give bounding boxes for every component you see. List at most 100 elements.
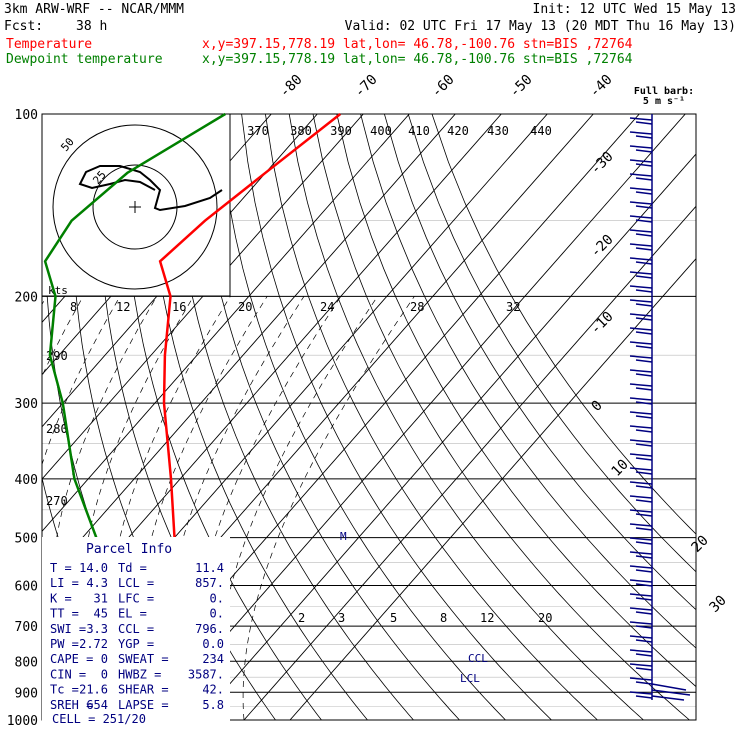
dewpoint-info: x,y=397.15,778.19 lat,lon= 46.78,-100.76… (202, 52, 633, 67)
parcel-label: LCL = (118, 576, 154, 590)
wind-barb (629, 271, 653, 279)
dry-adiabat (145, 114, 368, 720)
wind-barb (629, 355, 653, 363)
temperature-axis-label: -20 (588, 232, 617, 261)
wind-barb (629, 593, 653, 601)
temperature-axis-label: -10 (588, 309, 617, 338)
wind-barb (629, 523, 653, 531)
barb-unit: 5 m s⁻¹ (643, 96, 685, 107)
parcel-info-title: Parcel Info (86, 542, 172, 557)
parcel-value: 0 (101, 652, 108, 666)
wind-barb (629, 579, 653, 587)
wind-barb (629, 481, 653, 489)
wind-barb (629, 565, 653, 573)
parcel-value: 0. (210, 591, 224, 605)
parcel-rows: T = 14.0 Td = 11.4 LI = 4.3 LCL = 857. K = 31 LFC … (50, 561, 224, 712)
theta-label: 430 (487, 124, 509, 138)
parcel-value: 0. (210, 607, 224, 621)
wind-barb (629, 691, 653, 699)
isotherm-line (42, 114, 410, 533)
wind-barb (629, 159, 653, 167)
wind-barb (629, 411, 653, 419)
wind-barb (629, 327, 653, 335)
hodograph-scale-label: 8 (70, 300, 77, 314)
wind-barb (629, 635, 653, 643)
hodograph-scale-label: 32 (506, 300, 520, 314)
temperature-axis-label: -70 (352, 72, 381, 101)
wind-barbs (629, 114, 691, 701)
theta-label: 400 (370, 124, 392, 138)
wind-barb (629, 383, 653, 391)
temperature-info: x,y=397.15,778.19 lat,lon= 46.78,-100.76… (202, 37, 633, 52)
temperature-legend: Temperature (6, 37, 92, 52)
wind-barb (629, 663, 653, 671)
wind-barb (629, 285, 653, 293)
fcst-label: Fcst: (4, 19, 43, 34)
wind-barb (629, 215, 653, 223)
theta-label: 420 (447, 124, 469, 138)
valid-line: Valid: 02 UTC Fri 17 May 13 (20 MDT Thu … (345, 19, 736, 34)
lcl-label: LCL (460, 672, 480, 685)
dry-adiabat (169, 114, 414, 720)
parcel-label: LI = (50, 576, 79, 590)
pressure-label: 800 (15, 655, 38, 670)
mixing-ratio-label: 5 (390, 611, 397, 625)
parcel-label: CIN = (50, 667, 86, 681)
dry-adiabat (241, 114, 552, 720)
hodograph-frame (41, 113, 231, 297)
parcel-value: 0.0 (202, 637, 224, 651)
parcel-label: TT = (50, 607, 79, 621)
parcel-value: 3587. (188, 667, 224, 681)
wind-barb (629, 537, 653, 545)
parcel-value: 5.8 (202, 698, 224, 712)
wind-barb (629, 439, 653, 447)
hodograph-scale-label: 16 (172, 300, 186, 314)
wind-barb (629, 145, 653, 153)
hodograph-units: kts (48, 284, 68, 297)
parcel-label: Tc = (50, 683, 79, 697)
temperature-axis-label: -30 (588, 149, 617, 178)
wind-barb (629, 201, 653, 209)
dry-adiabat (265, 114, 598, 720)
temperature-axis-label: -50 (507, 72, 536, 101)
wind-barb (629, 229, 653, 237)
parcel-label: Td = (118, 561, 147, 575)
parcel-label: LAPSE = (118, 698, 169, 712)
wind-barb (629, 369, 653, 377)
theta-label: 370 (247, 124, 269, 138)
title-line: 3km ARW-WRF -- NCAR/MMM (4, 2, 184, 17)
pressure-label: 300 (15, 397, 38, 412)
mixing-ratio-label: 8 (440, 611, 447, 625)
parcel-value: 3.3 (86, 622, 108, 636)
wind-barb (629, 509, 653, 517)
ccl-label: CCL (468, 652, 488, 665)
parcel-value: 21.6 (79, 683, 108, 697)
parcel-label: EL = (118, 607, 147, 621)
parcel-label: SWEAT = (118, 652, 169, 666)
dry-adiabat (217, 114, 506, 720)
temperature-axis-label: 20 (689, 533, 712, 556)
dry-adiabat (288, 114, 644, 720)
dry-adiabat-label: 270 (46, 494, 68, 508)
temperature-axis-label: 10 (609, 457, 632, 480)
parcel-value: 45 (94, 607, 108, 621)
mixing-ratio-label: 12 (480, 611, 494, 625)
wind-barb (629, 131, 653, 139)
wind-barb (629, 257, 653, 265)
fcst-value: 38 h (76, 19, 107, 34)
dry-adiabat (193, 114, 460, 720)
wind-barb-cluster (651, 683, 691, 701)
dry-adiabat (431, 114, 696, 535)
parcel-label: SWI = (50, 622, 86, 636)
temperature-axis-label: 0 (589, 398, 606, 415)
wind-barb (629, 243, 653, 251)
parcel-label: HWBZ = (118, 667, 161, 681)
mixing-ratio-label: 20 (538, 611, 552, 625)
moist-adiabat (51, 296, 158, 720)
parcel-label: K = (50, 591, 72, 605)
parcel-value: 2.72 (79, 637, 108, 651)
parcel-label: PW = (50, 637, 79, 651)
